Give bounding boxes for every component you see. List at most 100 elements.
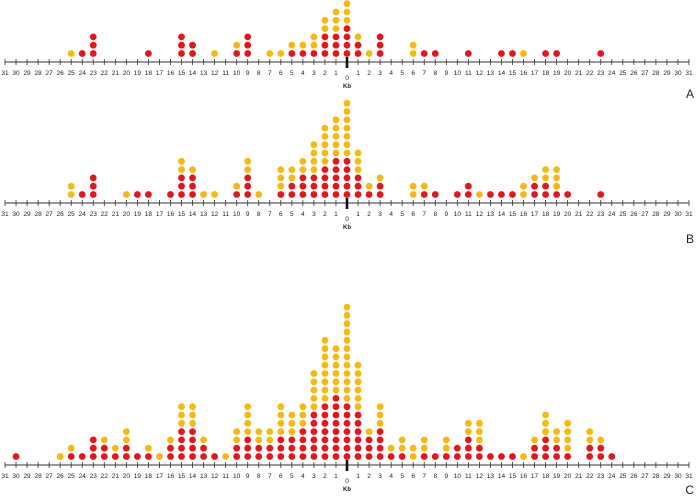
yellow-dot	[376, 419, 384, 427]
red-dot	[299, 174, 307, 182]
tick-label: 18	[542, 70, 550, 77]
red-dot	[498, 191, 505, 198]
yellow-dot	[542, 411, 549, 419]
tick-label: 21	[575, 70, 583, 77]
tick-label: 14	[189, 70, 197, 77]
tick-label: 10	[233, 211, 241, 218]
red-dot	[431, 453, 439, 460]
red-dot	[332, 41, 340, 49]
red-dot	[111, 453, 119, 460]
red-dot	[244, 50, 252, 57]
tick-label: 22	[101, 70, 109, 77]
red-dot	[343, 50, 351, 57]
yellow-dot	[387, 444, 395, 452]
tick-label: 2	[323, 70, 327, 77]
yellow-dot	[398, 444, 406, 452]
tick-label: 28	[652, 473, 660, 480]
tick-label: 24	[79, 211, 87, 218]
tick-label: 19	[553, 473, 561, 480]
yellow-dot	[321, 345, 329, 352]
yellow-dot	[343, 133, 351, 140]
tick-label: 23	[90, 473, 98, 480]
tick-label: 8	[433, 211, 437, 218]
yellow-dot	[310, 395, 318, 402]
tick-label: 7	[268, 70, 272, 77]
red-dot	[332, 428, 340, 435]
tick-label: 22	[586, 211, 594, 218]
red-dot	[487, 453, 494, 460]
red-dot	[531, 444, 538, 452]
yellow-dot	[553, 174, 561, 182]
tick-label: 24	[79, 473, 87, 480]
red-dot	[89, 50, 97, 57]
red-dot	[387, 453, 395, 460]
yellow-dot	[520, 182, 527, 190]
tick-label: 5	[400, 70, 404, 77]
tick-label: 27	[641, 473, 649, 480]
red-dot	[343, 182, 351, 190]
red-dot	[365, 453, 373, 460]
tick-label: 27	[641, 211, 649, 218]
tick-label: 15	[509, 473, 517, 480]
yellow-dot	[332, 141, 340, 149]
yellow-dot	[542, 166, 549, 174]
red-dot	[343, 453, 351, 460]
red-dot	[453, 444, 461, 452]
red-dot	[431, 50, 439, 57]
tick-label: 4	[301, 70, 305, 77]
tick-label: 27	[46, 473, 54, 480]
red-dot	[376, 436, 384, 444]
red-dot	[255, 453, 263, 460]
red-dot	[244, 41, 252, 49]
red-dot	[332, 453, 340, 460]
red-dot	[376, 453, 384, 460]
tick-label: 9	[444, 70, 448, 77]
yellow-dot	[520, 50, 527, 57]
yellow-dot	[178, 166, 185, 174]
tick-label: 26	[630, 70, 638, 77]
yellow-dot	[420, 444, 428, 452]
red-dot	[354, 191, 362, 198]
red-dot	[321, 403, 329, 411]
yellow-dot	[409, 444, 417, 452]
red-dot	[89, 182, 97, 190]
tick-label: 3	[378, 473, 382, 480]
yellow-dot	[332, 386, 340, 394]
tick-label: 8	[257, 211, 261, 218]
yellow-dot	[586, 436, 594, 444]
tick-label: 18	[542, 211, 550, 218]
yellow-dot	[354, 370, 362, 377]
yellow-dot	[67, 50, 75, 57]
red-dot	[597, 444, 605, 452]
tick-label: 21	[112, 473, 120, 480]
red-dot	[233, 453, 241, 460]
yellow-dot	[553, 166, 561, 174]
red-dot	[332, 166, 340, 174]
red-dot	[178, 41, 185, 49]
yellow-dot	[255, 191, 263, 198]
yellow-dot	[255, 428, 263, 435]
red-dot	[332, 174, 340, 182]
tick-label: 20	[123, 211, 131, 218]
yellow-dot	[244, 428, 252, 435]
yellow-dot	[189, 419, 196, 427]
red-dot	[310, 419, 318, 427]
tick-label: 20	[564, 211, 572, 218]
red-dot	[586, 444, 594, 452]
red-dot	[354, 453, 362, 460]
yellow-dot	[343, 336, 351, 344]
red-dot	[321, 33, 329, 41]
red-dot	[288, 436, 296, 444]
yellow-dot	[343, 149, 351, 157]
yellow-dot	[553, 428, 561, 435]
tick-label: 15	[509, 211, 517, 218]
yellow-dot	[564, 444, 572, 452]
yellow-dot	[310, 41, 318, 49]
tick-label: 5	[290, 473, 294, 480]
yellow-dot	[376, 403, 384, 411]
red-dot	[145, 453, 152, 460]
red-dot	[376, 50, 384, 57]
yellow-dot	[564, 428, 572, 435]
red-dot	[100, 453, 108, 460]
